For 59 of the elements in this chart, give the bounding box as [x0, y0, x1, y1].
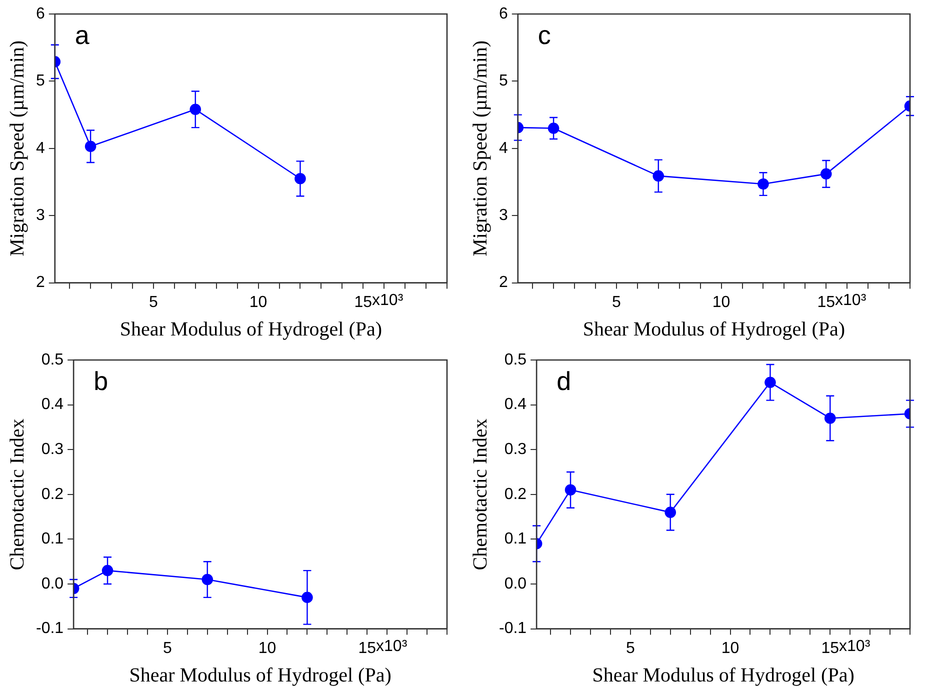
point: [820, 168, 832, 180]
x-tick-label: 5: [626, 640, 635, 657]
y-tick-label: 5: [498, 72, 508, 90]
y-tick-label: 0.4: [504, 396, 527, 414]
point: [652, 170, 664, 182]
x-axis-title: Shear Modulus of Hydrogel (Pa): [120, 318, 382, 340]
x-axis-title: Shear Modulus of Hydrogel (Pa): [129, 664, 392, 686]
y-tick-label: 0.2: [504, 486, 527, 503]
x-tick-label: 10: [249, 294, 268, 311]
text: x10³: [376, 638, 408, 656]
x-tick-label: 10: [721, 640, 740, 657]
y-tick-label: 3: [36, 207, 45, 224]
x-tick-label: 15: [358, 640, 376, 657]
point: [190, 104, 202, 116]
annotation: b: [94, 366, 108, 396]
text: x10³: [839, 638, 871, 656]
y-tick-label: 4: [498, 140, 508, 157]
y-tick-label: 0.5: [504, 351, 527, 368]
y-tick-label: 0.1: [41, 530, 64, 548]
y-tick-label: 6: [498, 5, 508, 22]
point: [664, 506, 676, 518]
point: [202, 574, 214, 586]
x-tick-label: 15: [821, 640, 840, 657]
y-tick-label: 0.3: [41, 441, 64, 458]
x-tick-label: 15: [817, 294, 836, 311]
y-axis-title: Migration Speed (µm/min): [6, 40, 28, 256]
annotation: c: [538, 20, 551, 50]
x-tick-label: 10: [258, 640, 276, 657]
y-axis-title: Migration Speed (µm/min): [469, 40, 492, 256]
y-tick-label: -0.1: [36, 620, 64, 638]
annotation: a: [74, 20, 90, 50]
text: x10³: [372, 292, 404, 310]
y-tick-label: 0.4: [41, 396, 64, 414]
x-tick-label: 10: [712, 294, 730, 311]
y-tick-label: 5: [36, 72, 45, 90]
x-axis-title: Shear Modulus of Hydrogel (Pa): [592, 664, 854, 686]
annotation: d: [556, 366, 572, 396]
point: [824, 412, 836, 424]
y-tick-label: 3: [498, 207, 508, 224]
y-tick-label: 4: [36, 140, 45, 157]
y-tick-label: -0.1: [498, 620, 527, 638]
y-tick-label: 0.5: [41, 351, 64, 368]
point: [84, 140, 96, 152]
y-tick-label: 6: [36, 5, 45, 22]
y-tick-label: 0.0: [504, 575, 527, 592]
y-axis-title: Chemotactic Index: [469, 418, 492, 570]
y-tick-label: 0.1: [504, 530, 527, 548]
x-tick-label: 5: [148, 294, 158, 311]
x-tick-label: 5: [162, 640, 172, 657]
y-tick-label: 0.0: [41, 575, 64, 592]
text: x10³: [835, 292, 867, 310]
y-tick-label: 0.3: [504, 441, 527, 458]
y-tick-label: 2: [36, 274, 45, 292]
x-tick-label: 15: [354, 294, 372, 311]
y-tick-label: 2: [498, 274, 508, 292]
y-tick-label: 0.2: [41, 486, 64, 503]
x-axis-title: Shear Modulus of Hydrogel (Pa): [582, 318, 846, 340]
x-tick-label: 5: [612, 294, 621, 311]
y-axis-title: Chemotactic Index: [6, 418, 28, 570]
